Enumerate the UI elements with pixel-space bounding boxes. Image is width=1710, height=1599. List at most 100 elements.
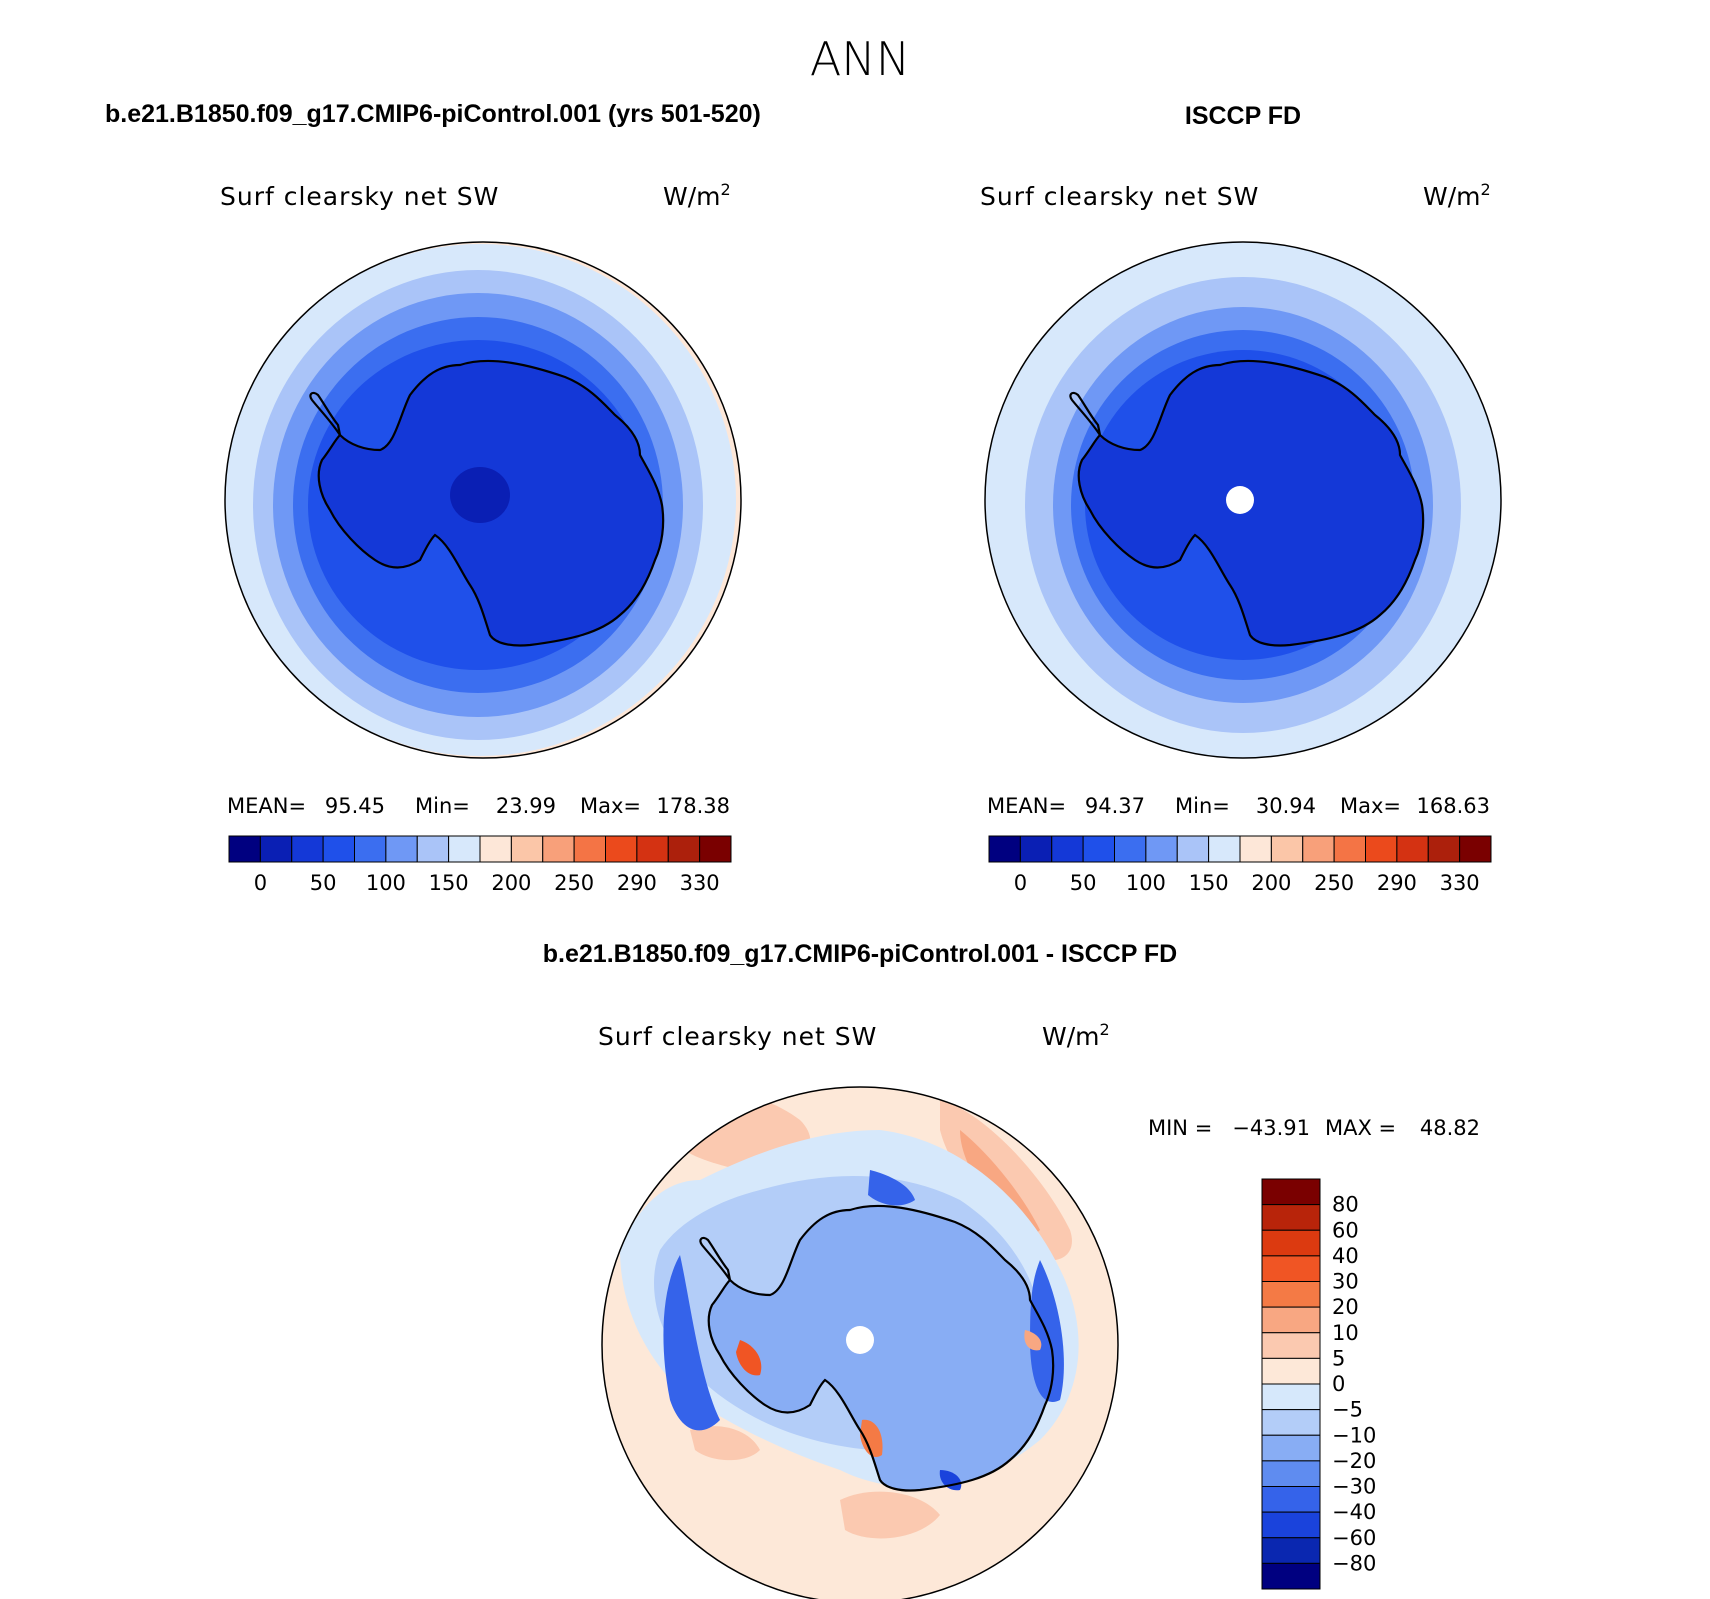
panel-model-stats: MEAN= 95.45 Min= 23.99 Max= 178.38	[227, 794, 730, 818]
min-label: MIN =	[1148, 1116, 1212, 1140]
panel-model-colorbar-labels: 0 50 100 150 200 250 290 330	[254, 871, 720, 895]
panel-obs-pole-hole	[1226, 486, 1254, 514]
colorbar-swatch	[1261, 1204, 1321, 1231]
colorbar-tick-label: 200	[491, 871, 531, 895]
max-value: 48.82	[1420, 1116, 1480, 1140]
colorbar-tick-label: 250	[1314, 871, 1354, 895]
colorbar-swatch	[667, 835, 701, 863]
colorbar-swatch	[1365, 835, 1398, 863]
colorbar-swatch	[1261, 1281, 1321, 1308]
panel-diff-case-title: b.e21.B1850.f09_g17.CMIP6-piControl.001 …	[543, 940, 1177, 968]
colorbar-swatch	[1261, 1486, 1321, 1513]
panel-diff-stats: MIN = −43.91 MAX = 48.82	[1148, 1116, 1480, 1140]
colorbar-tick-label: 290	[617, 871, 657, 895]
colorbar-swatch	[1261, 1562, 1321, 1590]
panel-diff: b.e21.B1850.f09_g17.CMIP6-piControl.001 …	[543, 940, 1480, 1599]
panel-diff-pole-hole	[846, 1326, 874, 1354]
colorbar-swatch	[228, 835, 261, 863]
colorbar-swatch	[1261, 1332, 1321, 1359]
min-value: −43.91	[1232, 1116, 1310, 1140]
colorbar-swatch	[416, 835, 450, 863]
colorbar-swatch	[1114, 835, 1147, 863]
colorbar-tick-label: 330	[680, 871, 720, 895]
panel-obs-map-frame	[984, 241, 1502, 759]
panel-model-map	[225, 242, 741, 758]
panel-diff-variable: Surf clearsky net SW	[598, 1022, 877, 1051]
colorbar-swatch	[1261, 1434, 1321, 1462]
colorbar-tick-label: 60	[1332, 1218, 1359, 1242]
colorbar-swatch	[1019, 835, 1053, 863]
colorbar-swatch	[988, 835, 1021, 863]
panel-model: b.e21.B1850.f09_g17.CMIP6-piControl.001 …	[105, 100, 761, 895]
colorbar-tick-label: 80	[1332, 1193, 1359, 1217]
colorbar-swatch	[322, 835, 355, 863]
colorbar-swatch	[1239, 835, 1272, 863]
colorbar-swatch	[1396, 835, 1429, 863]
colorbar-swatch	[699, 835, 732, 863]
colorbar-tick-label: 0	[1014, 871, 1027, 895]
colorbar-swatch	[1176, 835, 1210, 863]
colorbar-swatch	[636, 835, 669, 863]
colorbar-tick-label: 330	[1440, 871, 1480, 895]
colorbar-swatch	[510, 835, 544, 863]
panel-obs-colorbar-labels: 0 50 100 150 200 250 290 330	[1014, 871, 1480, 895]
colorbar-tick-label: 20	[1332, 1295, 1359, 1319]
colorbar-tick-label: 40	[1332, 1244, 1359, 1268]
colorbar-swatch	[291, 835, 324, 863]
colorbar-swatch	[1051, 835, 1084, 863]
min-label: Min=	[415, 794, 470, 818]
colorbar-tick-label: 150	[429, 871, 469, 895]
panel-obs-colorbar	[988, 835, 1492, 863]
max-label: Max=	[580, 794, 641, 818]
colorbar-swatch	[542, 835, 575, 863]
colorbar-swatch	[1261, 1460, 1321, 1487]
mean-label: MEAN=	[987, 794, 1066, 818]
colorbar-tick-label: 50	[1070, 871, 1097, 895]
colorbar-tick-label: −30	[1332, 1475, 1376, 1499]
max-label: Max=	[1340, 794, 1401, 818]
colorbar-tick-label: 100	[1126, 871, 1166, 895]
colorbar-swatch	[1261, 1383, 1321, 1411]
panel-model-map-frame	[224, 241, 742, 759]
colorbar-swatch	[1261, 1409, 1321, 1436]
season-title: ANN	[810, 32, 910, 86]
colorbar-swatch	[1427, 835, 1461, 863]
panel-diff-map	[602, 1087, 1118, 1599]
colorbar-tick-label: 10	[1332, 1321, 1359, 1345]
mean-value: 94.37	[1085, 794, 1145, 818]
colorbar-swatch	[1261, 1357, 1321, 1385]
panel-diff-colorbar	[1261, 1178, 1321, 1590]
colorbar-swatch	[1261, 1511, 1321, 1539]
min-value: 30.94	[1256, 794, 1316, 818]
colorbar-swatch	[259, 835, 293, 863]
colorbar-tick-label: 250	[554, 871, 594, 895]
colorbar-tick-label: −40	[1332, 1500, 1376, 1524]
min-label: Min=	[1175, 794, 1230, 818]
colorbar-tick-label: −80	[1332, 1551, 1376, 1575]
panel-obs-variable: Surf clearsky net SW	[980, 182, 1259, 211]
panel-model-case-title: b.e21.B1850.f09_g17.CMIP6-piControl.001 …	[105, 100, 761, 128]
colorbar-tick-label: 5	[1332, 1346, 1345, 1370]
colorbar-swatch	[573, 835, 606, 863]
colorbar-swatch	[1261, 1178, 1321, 1206]
colorbar-swatch	[1261, 1537, 1321, 1564]
colorbar-tick-label: 200	[1251, 871, 1291, 895]
colorbar-swatch	[1302, 835, 1335, 863]
mean-label: MEAN=	[227, 794, 306, 818]
panel-obs-stats: MEAN= 94.37 Min= 30.94 Max= 168.63	[987, 794, 1490, 818]
colorbar-swatch	[448, 835, 481, 863]
colorbar-tick-label: 50	[310, 871, 337, 895]
colorbar-tick-label: 30	[1332, 1270, 1359, 1294]
colorbar-swatch	[1270, 835, 1304, 863]
max-value: 168.63	[1417, 794, 1490, 818]
min-value: 23.99	[496, 794, 556, 818]
max-value: 178.38	[657, 794, 730, 818]
colorbar-swatch	[1261, 1229, 1321, 1257]
panel-diff-units: W/m2	[1042, 1020, 1110, 1051]
colorbar-swatch	[479, 835, 512, 863]
colorbar-tick-label: −10	[1332, 1423, 1376, 1447]
panel-obs-units: W/m2	[1423, 180, 1491, 211]
colorbar-tick-label: −5	[1332, 1398, 1363, 1422]
panel-diff-map-frame	[601, 1086, 1119, 1599]
